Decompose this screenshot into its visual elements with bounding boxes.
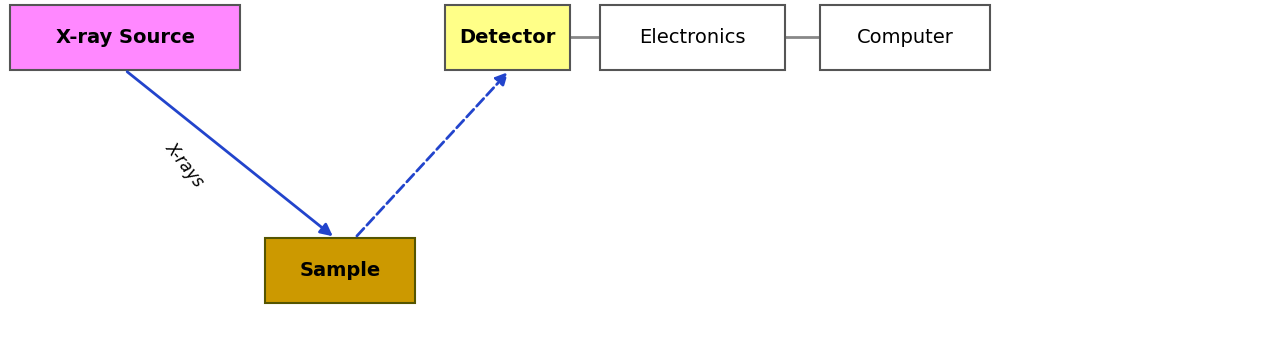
Text: Sample: Sample [299, 261, 380, 280]
FancyBboxPatch shape [10, 5, 240, 70]
Text: Detector: Detector [459, 28, 555, 47]
FancyBboxPatch shape [600, 5, 785, 70]
Text: Electronics: Electronics [639, 28, 746, 47]
Text: X-rays: X-rays [162, 139, 208, 191]
FancyBboxPatch shape [445, 5, 571, 70]
FancyBboxPatch shape [820, 5, 990, 70]
FancyBboxPatch shape [265, 238, 415, 303]
Text: Computer: Computer [857, 28, 954, 47]
Text: X-ray Source: X-ray Source [56, 28, 194, 47]
